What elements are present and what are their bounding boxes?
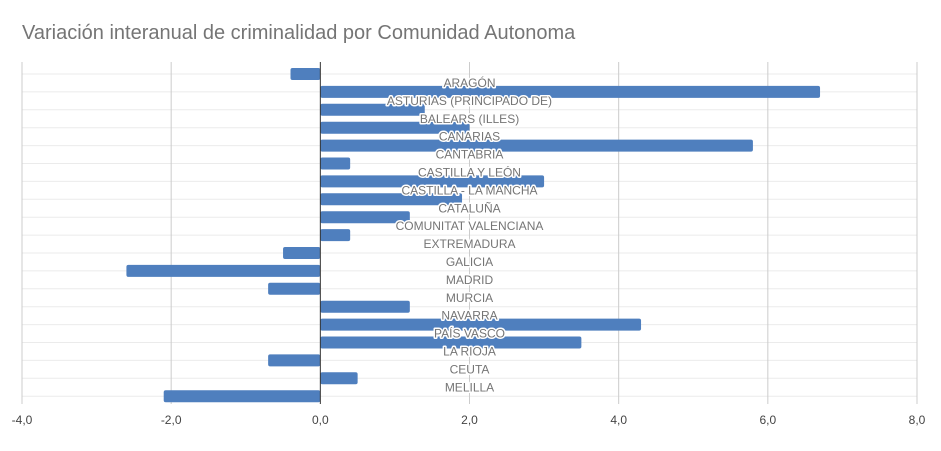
bar	[290, 68, 321, 80]
bar	[320, 372, 358, 385]
x-tick-label: -4,0	[12, 413, 33, 427]
x-tick-label: 2,0	[461, 413, 478, 427]
bar	[320, 211, 410, 224]
category-label: ASTURIAS (PRINCIPADO DE)	[387, 94, 552, 108]
x-tick-label: 8,0	[909, 413, 926, 427]
chart-title: Variación interanual de criminalidad por…	[22, 22, 576, 44]
bar	[268, 282, 321, 295]
category-label: CATALUÑA	[438, 201, 500, 215]
category-label: LA RIOJA	[443, 344, 496, 358]
bar	[320, 85, 821, 98]
category-label: CEUTA	[450, 362, 490, 376]
category-label: EXTREMADURA	[423, 237, 515, 251]
category-label: MELILLA	[445, 380, 494, 394]
category-label: ARAGÓN	[443, 75, 495, 90]
category-label: GALICIA	[446, 255, 493, 269]
x-tick-label: 0,0	[312, 413, 329, 427]
category-label: NAVARRA	[441, 309, 497, 323]
bar	[320, 229, 351, 242]
category-label: MADRID	[446, 273, 494, 287]
category-label: PAÍS VASCO	[434, 326, 505, 341]
category-label: CASTILLA Y LEÓN	[418, 164, 521, 179]
category-label: CASTILLA - LA MANCHA	[401, 183, 537, 197]
category-label: CANTABRIA	[436, 148, 504, 162]
bar	[320, 193, 463, 206]
x-tick-label: -2,0	[161, 413, 182, 427]
bar	[320, 175, 545, 188]
bar	[320, 300, 410, 313]
category-label: MURCIA	[446, 291, 493, 305]
category-label: CANARIAS	[439, 130, 500, 144]
bar	[268, 354, 321, 367]
bar	[320, 318, 642, 331]
bar	[320, 139, 753, 152]
bar	[320, 157, 351, 170]
x-tick-label: 6,0	[759, 413, 776, 427]
category-label: COMUNITAT VALENCIANA	[396, 219, 544, 233]
category-label: BALEARS (ILLES)	[420, 112, 519, 126]
bar	[320, 121, 470, 134]
bar	[126, 264, 321, 277]
bar	[320, 336, 582, 349]
bar	[283, 247, 321, 259]
x-tick-label: 4,0	[610, 413, 627, 427]
bar	[163, 390, 321, 403]
bar	[320, 103, 425, 116]
